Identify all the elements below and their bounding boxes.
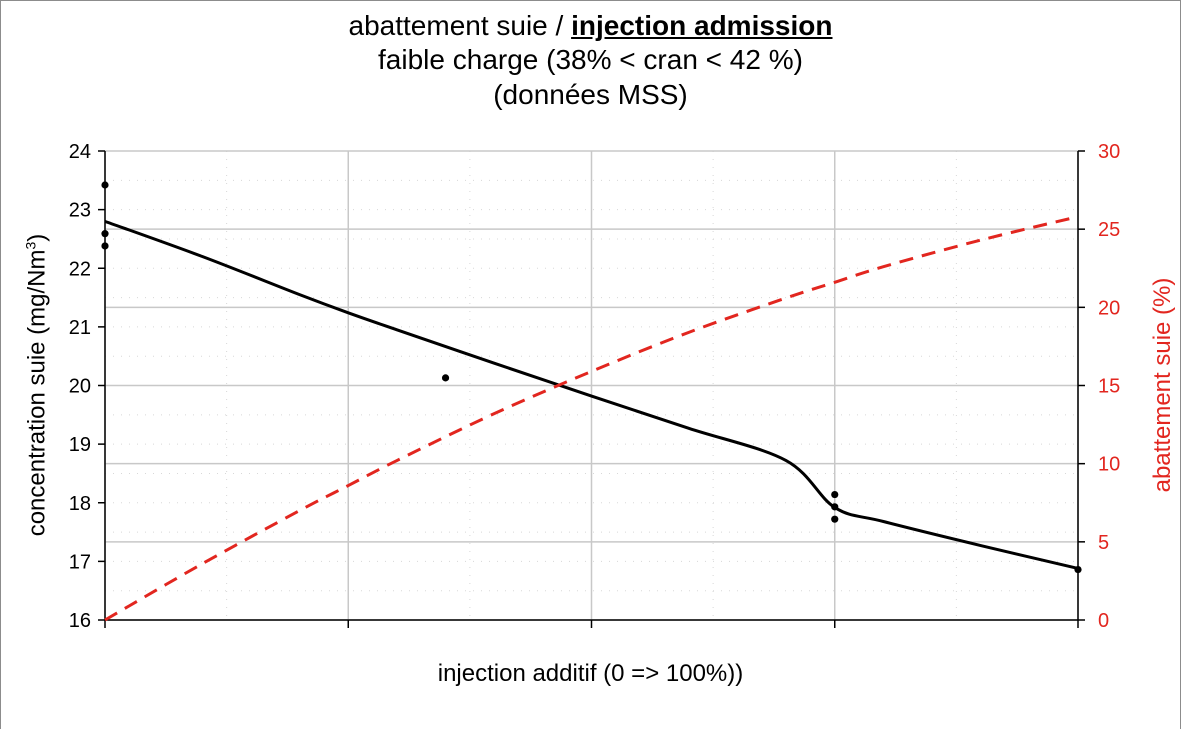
y-tick-label: 16 bbox=[69, 610, 91, 632]
y-axis-label: concentration suie (mg/Nm3) bbox=[22, 233, 51, 537]
chart-subtitle-2: (données MSS) bbox=[493, 79, 688, 110]
concentration-fit-curve bbox=[104, 219, 1079, 570]
y-tick-label: 22 bbox=[69, 258, 91, 280]
y2-tick-label: 10 bbox=[1098, 454, 1120, 476]
y2-tick-label: 5 bbox=[1098, 532, 1109, 554]
y2-axis-label: abattement suie (%) bbox=[1149, 277, 1176, 493]
data-point bbox=[101, 181, 109, 189]
data-point bbox=[831, 515, 839, 523]
data-point bbox=[101, 242, 109, 250]
data-point bbox=[101, 230, 109, 238]
data-point bbox=[1074, 565, 1082, 574]
chart-subtitle: faible charge (38% < cran < 42 %) bbox=[378, 44, 803, 75]
y-tick-label: 18 bbox=[69, 493, 91, 515]
title-prefix: abattement suie / bbox=[348, 10, 572, 41]
y2-tick-label: 0 bbox=[1098, 610, 1109, 632]
y-tick-label: 21 bbox=[69, 317, 91, 339]
y2-tick-label: 25 bbox=[1098, 219, 1120, 241]
y-tick-label: 24 bbox=[69, 141, 91, 163]
title-bold: injection admission bbox=[571, 10, 833, 41]
y2-tick-label: 15 bbox=[1098, 376, 1120, 398]
y2-tick-label: 30 bbox=[1098, 141, 1120, 163]
data-point bbox=[831, 490, 839, 499]
y-tick-label: 19 bbox=[69, 434, 91, 456]
y-tick-label: 17 bbox=[69, 551, 91, 573]
abattement-fit-curve bbox=[104, 215, 1079, 622]
y2-tick-label: 20 bbox=[1098, 297, 1120, 319]
x-axis-label: injection additif (0 => 100%)) bbox=[437, 660, 744, 687]
data-point bbox=[441, 374, 450, 382]
y-tick-label: 20 bbox=[69, 376, 91, 398]
data-point bbox=[831, 503, 839, 511]
y-tick-label: 23 bbox=[69, 200, 91, 222]
chart-title: abattement suie / injection admission bbox=[0, 10, 1181, 42]
